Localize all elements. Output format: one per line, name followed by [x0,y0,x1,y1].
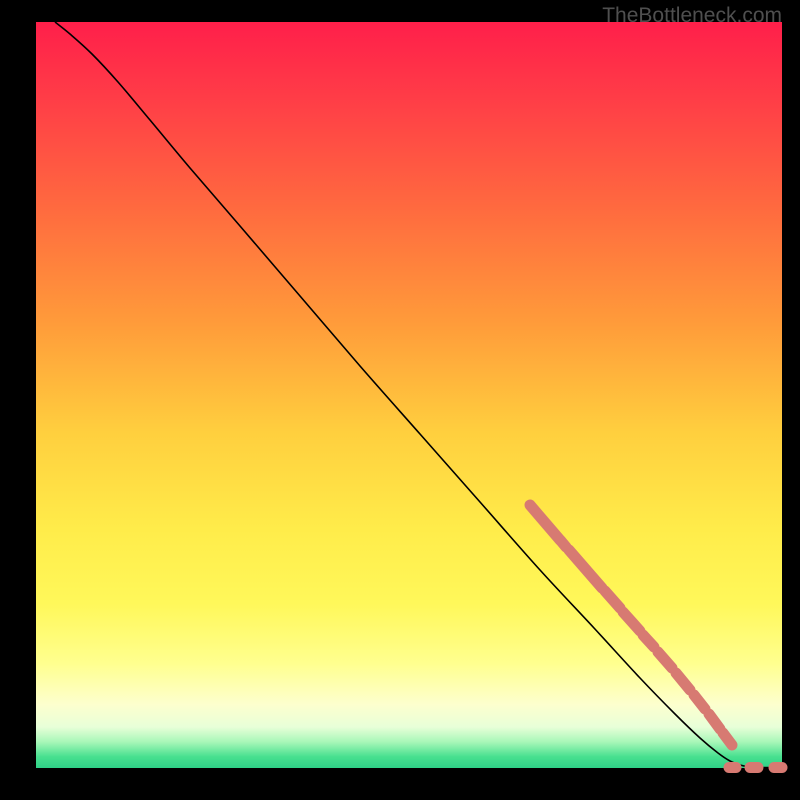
watermark-text: TheBottleneck.com [602,4,782,28]
chart-plot-area [36,22,782,768]
